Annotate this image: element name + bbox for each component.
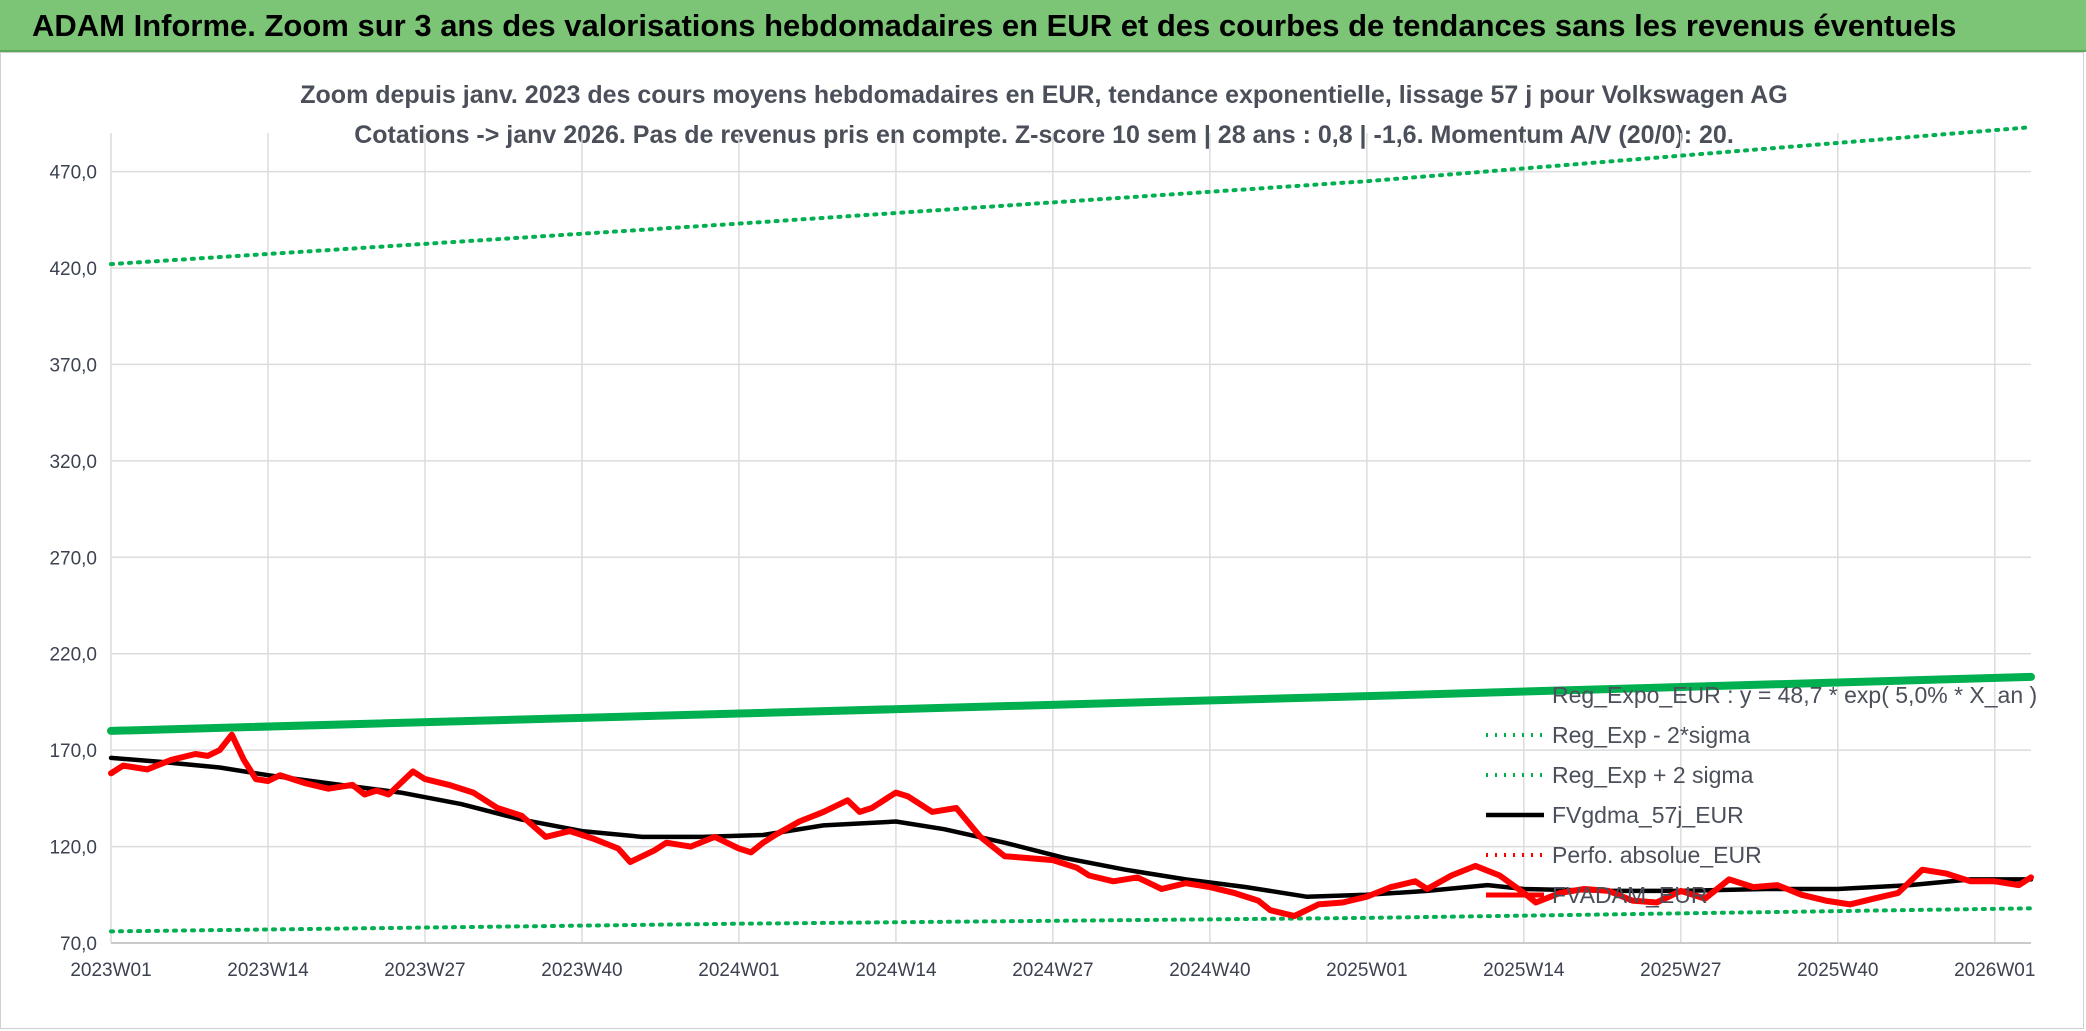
report-banner: ADAM Informe. Zoom sur 3 ans des valoris… — [0, 0, 2086, 52]
legend-label: FVADAM_EUR — [1552, 882, 1708, 908]
legend-label: Reg_Exp + 2 sigma — [1552, 762, 1754, 788]
x-tick-label: 2025W14 — [1483, 960, 1565, 981]
y-tick-label: 70,0 — [60, 934, 97, 955]
x-tick-label: 2025W40 — [1797, 960, 1878, 981]
chart-subtitle-line-2: Cotations -> janv 2026. Pas de revenus p… — [354, 121, 1734, 149]
series-line-1 — [109, 906, 2033, 934]
x-tick-label: 2023W14 — [227, 960, 309, 981]
x-tick-label: 2025W27 — [1640, 960, 1721, 981]
y-tick-label: 420,0 — [49, 259, 97, 280]
chart-svg: Zoom depuis janv. 2023 des cours moyens … — [49, 81, 2037, 981]
series-line-3 — [108, 755, 2034, 899]
legend-label: FVgdma_57j_EUR — [1552, 802, 1744, 828]
y-tick-label: 470,0 — [49, 163, 97, 184]
series-line-0 — [107, 672, 2035, 735]
legend-label: Reg_Expo_EUR : y = 48,7 * exp( 5,0% * X_… — [1552, 682, 2037, 708]
chart-grid — [110, 133, 2031, 944]
x-tick-label: 2026W01 — [1954, 960, 2035, 981]
y-tick-label: 370,0 — [49, 355, 97, 376]
x-tick-label: 2024W27 — [1012, 960, 1093, 981]
y-tick-label: 270,0 — [49, 548, 97, 569]
x-tick-label: 2024W01 — [698, 960, 779, 981]
x-tick-label: 2024W14 — [855, 960, 937, 981]
report-title: ADAM Informe. Zoom sur 3 ans des valoris… — [32, 8, 1957, 43]
y-tick-label: 220,0 — [49, 645, 97, 666]
y-tick-label: 320,0 — [49, 452, 97, 473]
x-tick-label: 2023W40 — [541, 960, 622, 981]
legend-label: Perfo. absolue_EUR — [1552, 842, 1762, 868]
chart-series — [107, 125, 2035, 934]
x-axis: 2023W01 2023W14 2023W27 2023W40 2024W01 2024W… — [70, 942, 2035, 981]
y-tick-label: 170,0 — [49, 741, 97, 762]
x-tick-label: 2023W27 — [384, 960, 465, 981]
x-tick-label: 2023W01 — [70, 960, 151, 981]
x-tick-label: 2024W40 — [1169, 960, 1250, 981]
legend-label: Reg_Exp - 2*sigma — [1552, 722, 1750, 748]
y-axis: 70,0 120,0 170,0 220,0 270,0 320,0 370,0 420,0 4… — [49, 163, 97, 955]
series-line-5 — [108, 731, 2034, 919]
y-tick-label: 120,0 — [49, 838, 97, 859]
series-line-2 — [109, 125, 2033, 267]
x-tick-label: 2025W01 — [1326, 960, 1407, 981]
chart-subtitle-line-1: Zoom depuis janv. 2023 des cours moyens … — [300, 81, 1788, 109]
chart-legend: Reg_Expo_EUR : y = 48,7 * exp( 5,0% * X_… — [1486, 682, 2037, 908]
chart-frame: Zoom depuis janv. 2023 des cours moyens … — [0, 52, 2084, 1029]
